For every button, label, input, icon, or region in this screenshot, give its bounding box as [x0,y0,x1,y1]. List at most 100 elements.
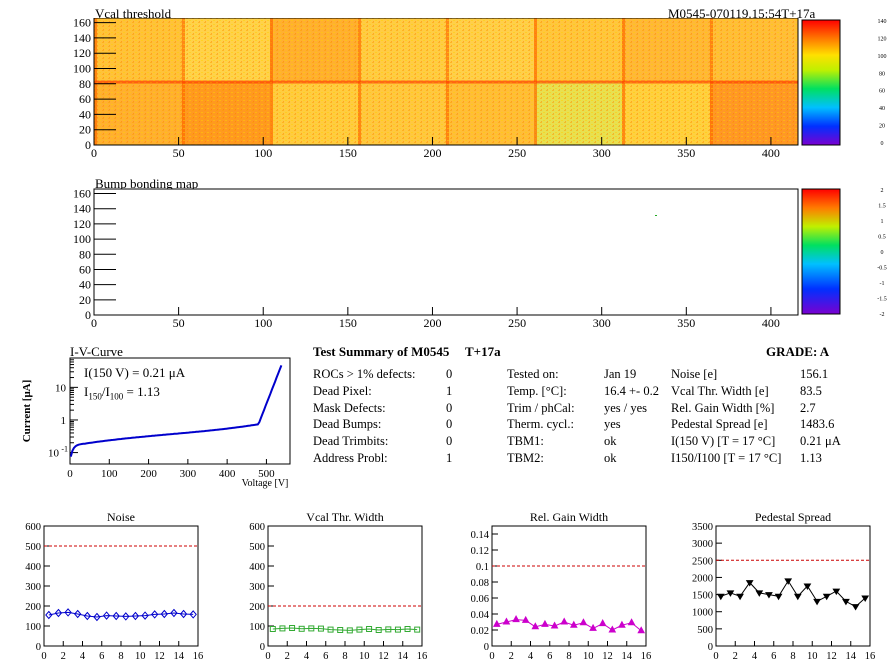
gain-width-data-point [589,623,597,631]
bump-map-title: Bump bonding map [95,176,199,191]
summary-col3-values: 156.1 83.5 2.7 1483.6 0.21 μA 1.13 [800,367,841,465]
noise-data-point [64,608,72,617]
gain-width-data-point [541,619,549,627]
y-tick-label: 40 [79,107,91,121]
iv-x-tick-label: 0 [67,468,73,480]
scale-label: 60 [879,89,885,95]
iv-x-tick-label: 500 [258,468,275,480]
scale-label: 140 [878,19,887,25]
y-tick-label: 120 [73,217,91,231]
gain-width-series-line [496,619,642,632]
x-tick-label: 8 [566,651,571,662]
scale-label: -2 [880,312,885,318]
iv-xlabel: Voltage [V] [242,478,289,489]
noise-data-point [160,609,168,619]
vcal-width-data-point [327,626,334,633]
x-tick-label: 0 [265,651,270,662]
scale-label: -1 [880,281,885,287]
pedestal-data-point [842,598,850,606]
x-tick-label: 8 [790,651,795,662]
y-tick-label: 500 [25,542,41,553]
y-tick-label: 1000 [692,608,713,619]
iv-curve-chart: Current [μA] Voltage [V] 0 100 200 300 400 50… [21,357,291,489]
noise-frame [43,525,199,647]
y-tick-label: 300 [249,582,265,593]
iv-ratio-label: I150/I100 = 1.13 [84,384,160,402]
x-tick-label: 6 [99,651,104,662]
x-tick-label: 6 [323,651,328,662]
x-tick-label: 2 [61,651,66,662]
y-tick-label: 60 [79,92,91,106]
noise-series-line [48,611,194,618]
scale-label: 120 [878,36,887,42]
x-tick-label: 300 [593,316,611,328]
y-tick-label: 3000 [692,539,713,550]
vcal-width-chart: Vcal Thr. Width 0 100 200 300 400 500 600 0 2 4 6 8 1… [249,510,427,662]
module-id: M0545-070119.15:54T+17a [668,6,816,21]
x-tick-label: 12 [378,651,389,662]
vcal-width-data-point [366,626,373,632]
y-tick-label: 300 [25,582,41,593]
pedestal-data-point [736,593,744,601]
noise-data-point [170,608,178,618]
y-tick-label: 200 [25,602,41,613]
y-tick-label: 0 [708,642,713,653]
x-tick-label: 14 [398,651,409,662]
y-tick-label: 500 [249,542,265,553]
noise-data-point [93,612,101,622]
pedestal-data-point [784,578,793,585]
x-tick-label: 2 [285,651,290,662]
x-tick-label: 2 [733,651,738,662]
noise-chart: Noise 0 100 200 300 400 500 600 0 2 4 6 8 10 12 14 16 [25,510,204,662]
iv-y-tick-label: 10 [55,382,67,394]
y-tick-label: 0 [36,642,41,653]
noise-data-point [131,611,140,621]
iv-y-tick-exp: -1 [61,445,68,454]
y-tick-label: 140 [73,202,91,216]
y-tick-label: 140 [73,31,91,45]
vcal-width-data-point [414,626,421,633]
vcal-map-title: Vcal threshold [95,6,172,21]
scale-label: 1 [881,219,884,225]
scale-label: 40 [879,106,885,112]
y-tick-label: 60 [79,262,91,276]
iv-current-label: I(150 V) = 0.21 μA [84,365,186,380]
gain-width-data-point [579,618,588,626]
pedestal-data-point [765,592,773,599]
vcal-width-data-point [279,625,286,632]
gain-width-data-point [569,620,578,628]
gain-width-data-point [550,621,559,629]
x-tick-label: 200 [423,316,441,328]
gain-width-frame [491,525,647,647]
noise-data-point [112,611,120,621]
noise-data-point [83,611,91,621]
scale-label: -1.5 [877,297,887,303]
vcal-width-data-point [404,626,411,632]
x-tick-label: 4 [80,651,86,662]
x-tick-label: 16 [193,651,204,662]
iv-x-tick-label: 200 [140,468,157,480]
pedestal-data-point [793,593,802,601]
noise-data-point [179,609,188,619]
x-tick-label: 200 [423,146,441,160]
x-tick-label: 6 [547,651,552,662]
x-tick-label: 0 [91,316,97,328]
y-tick-label: 0 [484,642,489,653]
pedestal-data-point [851,604,860,611]
x-tick-label: 4 [752,651,758,662]
y-tick-label: 100 [249,622,265,633]
gain-width-data-point [618,620,626,628]
x-tick-label: 4 [304,651,310,662]
bump-defect-mark [655,215,657,216]
pedestal-data-point [832,588,841,596]
x-tick-label: 0 [41,651,46,662]
x-tick-label: 14 [622,651,633,662]
x-tick-label: 300 [593,146,611,160]
y-tick-label: 80 [79,247,91,261]
y-tick-label: 100 [25,622,41,633]
y-tick-label: 0.08 [471,578,489,589]
y-tick-label: 400 [249,562,265,573]
scale-label: 2 [881,188,884,194]
